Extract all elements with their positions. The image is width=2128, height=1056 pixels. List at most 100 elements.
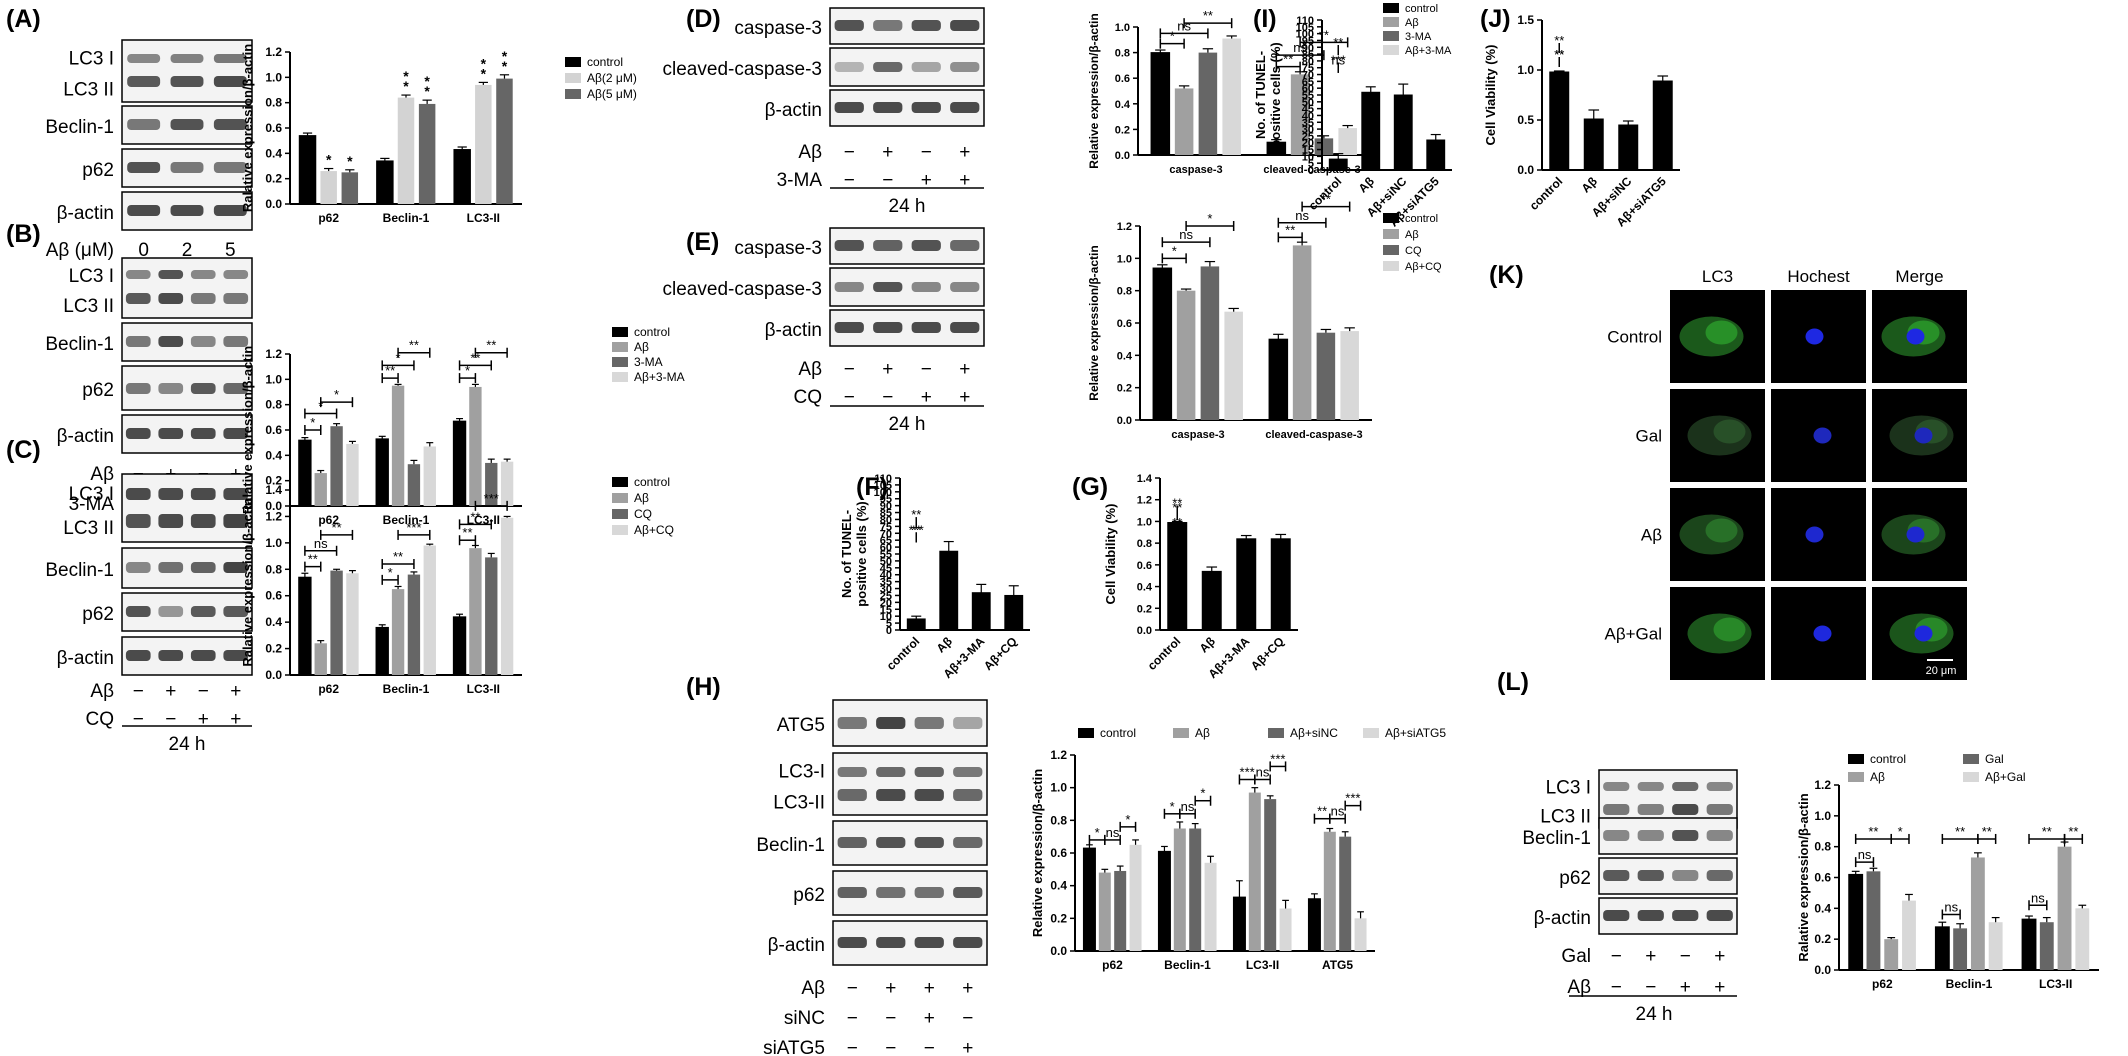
category-label: ATG5 [1322, 958, 1353, 972]
y-tick-label: 0.6 [265, 589, 282, 603]
y-axis-label: positive cells (%) [854, 501, 869, 606]
bar [376, 160, 394, 205]
blot-band [223, 293, 249, 304]
legend-swatch [612, 327, 628, 337]
blot-band [914, 789, 944, 801]
significance-label: * [1125, 812, 1130, 827]
blot-band [127, 76, 161, 87]
blot-band [127, 119, 161, 130]
y-tick-label: 1.0 [1050, 781, 1067, 795]
bar [1200, 266, 1220, 420]
y-tick-label: 1.0 [1517, 63, 1534, 77]
significance-mark: * [326, 152, 332, 168]
bar [500, 517, 514, 675]
blot-band [1603, 804, 1630, 815]
bar [485, 462, 498, 506]
significance-label: * [1200, 786, 1205, 801]
legend-label: Aβ+3-MA [1405, 45, 1452, 57]
y-tick-label: 1.2 [265, 509, 282, 523]
chart-C: 0.0 0.2 0.4 0.6 0.8 1.0 1.2 1.4 Ralative express… [240, 475, 674, 696]
blot-band [873, 62, 903, 72]
blot-band [158, 270, 184, 279]
bar [1314, 138, 1334, 155]
blot-band [834, 20, 864, 31]
blot-label: p62 [1559, 868, 1591, 889]
condition-label: CQ [86, 709, 115, 730]
blot-band [876, 887, 906, 898]
blot-band [190, 270, 216, 279]
blot-band [190, 488, 216, 500]
cell-signal [1713, 419, 1746, 444]
legend-label: Aβ+CQ [1405, 261, 1442, 273]
y-axis-label: Relative expression/β-actin [1087, 13, 1101, 168]
blot-band [158, 514, 184, 528]
legend-label: Aβ+Gal [1985, 770, 2026, 784]
bar [453, 149, 471, 205]
chart-G: 0.0 0.2 0.4 0.6 0.8 1.0 1.2 1.4 Cell Viability (… [1103, 473, 1298, 681]
blot-band [223, 383, 249, 394]
significance-label: ** [1203, 8, 1213, 23]
bar [298, 439, 312, 507]
blot-band [1637, 804, 1664, 815]
blot-band [170, 54, 204, 63]
bar [2039, 922, 2054, 970]
category-label: Beclin-1 [1164, 958, 1211, 972]
significance-label: ** [1321, 192, 1331, 207]
blot-label: β-actin [765, 100, 822, 121]
y-tick-label: 0 [886, 625, 892, 637]
blot-band [953, 717, 983, 729]
significance-label: ** [2042, 824, 2052, 839]
significance-mark: * [481, 55, 487, 71]
condition-value: + [959, 170, 970, 191]
cell-signal [1713, 617, 1746, 642]
condition-value: + [1714, 946, 1725, 967]
y-tick-label: 90 [1302, 42, 1314, 54]
y-tick-label: 90 [880, 501, 892, 513]
legend-label: control [1405, 213, 1438, 225]
bar [1339, 836, 1352, 951]
blot-band [1706, 804, 1733, 815]
legend-swatch [1383, 45, 1399, 55]
blot-label: LC3 II [63, 296, 114, 317]
legend-label: control [587, 55, 623, 69]
y-tick-label: 50 [1302, 97, 1314, 109]
blot-band [1672, 830, 1699, 841]
bar [971, 592, 991, 631]
blot-band [125, 270, 151, 279]
y-tick-label: 0.8 [1137, 538, 1152, 550]
panel-letter-E: (E) [686, 228, 719, 256]
condition-value: + [959, 359, 970, 380]
condition-value: − [885, 1008, 896, 1029]
bar [1549, 71, 1570, 171]
condition-label: Aβ (μM) [46, 240, 114, 261]
significance-label: ns [1106, 825, 1120, 840]
significance-label: ** [1955, 824, 1965, 839]
condition-label: Aβ [1567, 977, 1591, 998]
category-label: caspase-3 [1169, 164, 1222, 176]
bar [397, 97, 415, 204]
legend-label: control [634, 325, 670, 339]
bar [1848, 873, 1864, 971]
blot-band [1603, 782, 1630, 791]
significance-label: * [334, 387, 339, 402]
bar [1167, 522, 1188, 631]
blot-label: LC3 I [69, 266, 114, 287]
bar [475, 84, 492, 204]
legend-swatch [1173, 728, 1189, 738]
bar [1323, 831, 1336, 951]
legend-swatch [1383, 229, 1399, 239]
y-tick-label: 30 [1302, 124, 1314, 136]
condition-value: − [844, 387, 855, 408]
bar [1082, 847, 1096, 952]
significance-label: * [388, 565, 393, 580]
blot-label: LC3 I [69, 484, 114, 505]
blot-label: β-actin [57, 203, 114, 224]
bar [1361, 91, 1381, 171]
legend-label: Aβ(5 μM) [587, 87, 637, 101]
y-tick-label: 25 [880, 590, 892, 602]
bar [1268, 338, 1289, 421]
blot-label: Beclin-1 [1522, 828, 1591, 849]
significance-label: ** [1172, 496, 1182, 511]
bar [346, 573, 359, 675]
blot-band [1672, 804, 1699, 815]
